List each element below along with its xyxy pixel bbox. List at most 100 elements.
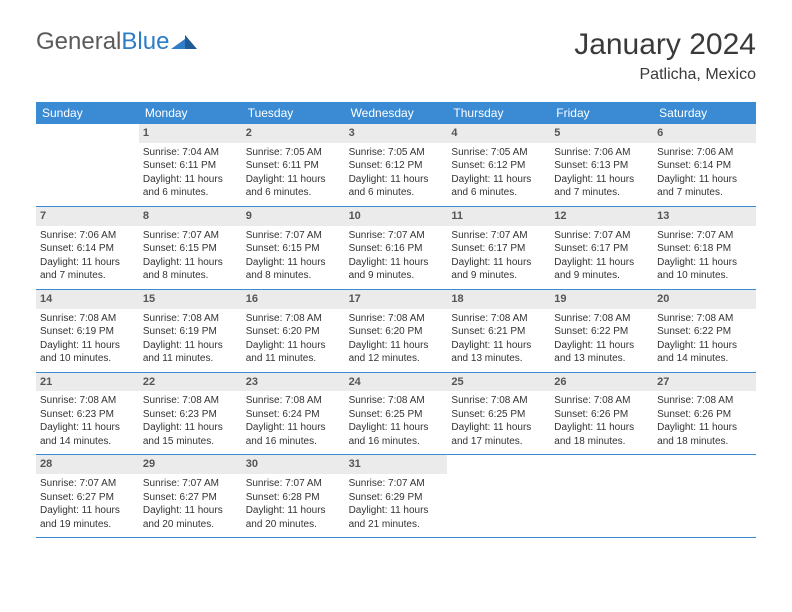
day-number: 19: [550, 290, 653, 309]
day-number: 8: [139, 207, 242, 226]
weekday-header: Sunday: [36, 102, 139, 124]
sunset-line: Sunset: 6:20 PM: [246, 325, 341, 339]
sunrise-line: Sunrise: 7:07 AM: [349, 229, 444, 243]
day-cell: 6Sunrise: 7:06 AMSunset: 6:14 PMDaylight…: [653, 124, 756, 206]
sunset-line: Sunset: 6:16 PM: [349, 242, 444, 256]
daylight-line: Daylight: 11 hours and 7 minutes.: [657, 173, 752, 200]
day-number: 16: [242, 290, 345, 309]
day-cell: 14Sunrise: 7:08 AMSunset: 6:19 PMDayligh…: [36, 290, 139, 372]
day-cell: .: [653, 455, 756, 537]
daylight-line: Daylight: 11 hours and 9 minutes.: [349, 256, 444, 283]
sunrise-line: Sunrise: 7:08 AM: [349, 394, 444, 408]
daylight-line: Daylight: 11 hours and 9 minutes.: [451, 256, 546, 283]
daylight-line: Daylight: 11 hours and 16 minutes.: [349, 421, 444, 448]
day-number: 18: [447, 290, 550, 309]
day-cell: 7Sunrise: 7:06 AMSunset: 6:14 PMDaylight…: [36, 207, 139, 289]
day-cell: 19Sunrise: 7:08 AMSunset: 6:22 PMDayligh…: [550, 290, 653, 372]
brand-part1: General: [36, 28, 121, 56]
month-title: January 2024: [574, 28, 756, 62]
day-cell: 25Sunrise: 7:08 AMSunset: 6:25 PMDayligh…: [447, 373, 550, 455]
sunrise-line: Sunrise: 7:07 AM: [451, 229, 546, 243]
sunrise-line: Sunrise: 7:07 AM: [143, 477, 238, 491]
day-number: 11: [447, 207, 550, 226]
sunrise-line: Sunrise: 7:08 AM: [246, 394, 341, 408]
day-cell: 23Sunrise: 7:08 AMSunset: 6:24 PMDayligh…: [242, 373, 345, 455]
sunset-line: Sunset: 6:14 PM: [40, 242, 135, 256]
sunrise-line: Sunrise: 7:08 AM: [657, 394, 752, 408]
day-number: 15: [139, 290, 242, 309]
day-cell: 16Sunrise: 7:08 AMSunset: 6:20 PMDayligh…: [242, 290, 345, 372]
sunset-line: Sunset: 6:15 PM: [143, 242, 238, 256]
day-number: 28: [36, 455, 139, 474]
day-number: 27: [653, 373, 756, 392]
daylight-line: Daylight: 11 hours and 20 minutes.: [246, 504, 341, 531]
daylight-line: Daylight: 11 hours and 14 minutes.: [40, 421, 135, 448]
sunrise-line: Sunrise: 7:08 AM: [554, 394, 649, 408]
day-number: 7: [36, 207, 139, 226]
sunset-line: Sunset: 6:23 PM: [40, 408, 135, 422]
day-cell: 9Sunrise: 7:07 AMSunset: 6:15 PMDaylight…: [242, 207, 345, 289]
week-row: .1Sunrise: 7:04 AMSunset: 6:11 PMDayligh…: [36, 124, 756, 207]
day-cell: .: [447, 455, 550, 537]
daylight-line: Daylight: 11 hours and 18 minutes.: [554, 421, 649, 448]
sunrise-line: Sunrise: 7:07 AM: [554, 229, 649, 243]
sunset-line: Sunset: 6:28 PM: [246, 491, 341, 505]
weekday-header: Wednesday: [345, 102, 448, 124]
day-number: 29: [139, 455, 242, 474]
day-number: 4: [447, 124, 550, 143]
day-cell: 20Sunrise: 7:08 AMSunset: 6:22 PMDayligh…: [653, 290, 756, 372]
day-number: 25: [447, 373, 550, 392]
sunset-line: Sunset: 6:27 PM: [143, 491, 238, 505]
daylight-line: Daylight: 11 hours and 10 minutes.: [40, 339, 135, 366]
weekday-header: Tuesday: [242, 102, 345, 124]
sunrise-line: Sunrise: 7:08 AM: [554, 312, 649, 326]
sunrise-line: Sunrise: 7:07 AM: [246, 229, 341, 243]
daylight-line: Daylight: 11 hours and 11 minutes.: [143, 339, 238, 366]
daylight-line: Daylight: 11 hours and 12 minutes.: [349, 339, 444, 366]
week-row: 7Sunrise: 7:06 AMSunset: 6:14 PMDaylight…: [36, 207, 756, 290]
daylight-line: Daylight: 11 hours and 6 minutes.: [143, 173, 238, 200]
sunset-line: Sunset: 6:24 PM: [246, 408, 341, 422]
weekday-header: Friday: [550, 102, 653, 124]
sunrise-line: Sunrise: 7:08 AM: [349, 312, 444, 326]
daylight-line: Daylight: 11 hours and 6 minutes.: [349, 173, 444, 200]
daylight-line: Daylight: 11 hours and 9 minutes.: [554, 256, 649, 283]
day-cell: 13Sunrise: 7:07 AMSunset: 6:18 PMDayligh…: [653, 207, 756, 289]
week-row: 14Sunrise: 7:08 AMSunset: 6:19 PMDayligh…: [36, 290, 756, 373]
day-number: 20: [653, 290, 756, 309]
daylight-line: Daylight: 11 hours and 7 minutes.: [40, 256, 135, 283]
sunrise-line: Sunrise: 7:06 AM: [657, 146, 752, 160]
day-number: 24: [345, 373, 448, 392]
weekday-header-row: SundayMondayTuesdayWednesdayThursdayFrid…: [36, 102, 756, 124]
day-number: 5: [550, 124, 653, 143]
sunrise-line: Sunrise: 7:08 AM: [451, 394, 546, 408]
day-cell: 17Sunrise: 7:08 AMSunset: 6:20 PMDayligh…: [345, 290, 448, 372]
day-number: 21: [36, 373, 139, 392]
day-number: 9: [242, 207, 345, 226]
day-number: 2: [242, 124, 345, 143]
weeks-container: .1Sunrise: 7:04 AMSunset: 6:11 PMDayligh…: [36, 124, 756, 538]
weekday-header: Thursday: [447, 102, 550, 124]
day-cell: 5Sunrise: 7:06 AMSunset: 6:13 PMDaylight…: [550, 124, 653, 206]
day-cell: 2Sunrise: 7:05 AMSunset: 6:11 PMDaylight…: [242, 124, 345, 206]
sunset-line: Sunset: 6:25 PM: [451, 408, 546, 422]
sunset-line: Sunset: 6:21 PM: [451, 325, 546, 339]
day-number: 17: [345, 290, 448, 309]
day-cell: 28Sunrise: 7:07 AMSunset: 6:27 PMDayligh…: [36, 455, 139, 537]
day-cell: 22Sunrise: 7:08 AMSunset: 6:23 PMDayligh…: [139, 373, 242, 455]
day-cell: 10Sunrise: 7:07 AMSunset: 6:16 PMDayligh…: [345, 207, 448, 289]
day-cell: 8Sunrise: 7:07 AMSunset: 6:15 PMDaylight…: [139, 207, 242, 289]
daylight-line: Daylight: 11 hours and 7 minutes.: [554, 173, 649, 200]
week-row: 28Sunrise: 7:07 AMSunset: 6:27 PMDayligh…: [36, 455, 756, 538]
day-cell: 12Sunrise: 7:07 AMSunset: 6:17 PMDayligh…: [550, 207, 653, 289]
sunrise-line: Sunrise: 7:07 AM: [246, 477, 341, 491]
day-number: 23: [242, 373, 345, 392]
day-cell: 11Sunrise: 7:07 AMSunset: 6:17 PMDayligh…: [447, 207, 550, 289]
daylight-line: Daylight: 11 hours and 18 minutes.: [657, 421, 752, 448]
day-number: 3: [345, 124, 448, 143]
sunset-line: Sunset: 6:22 PM: [657, 325, 752, 339]
sunrise-line: Sunrise: 7:08 AM: [657, 312, 752, 326]
sunrise-line: Sunrise: 7:08 AM: [143, 394, 238, 408]
sunrise-line: Sunrise: 7:04 AM: [143, 146, 238, 160]
day-cell: 18Sunrise: 7:08 AMSunset: 6:21 PMDayligh…: [447, 290, 550, 372]
